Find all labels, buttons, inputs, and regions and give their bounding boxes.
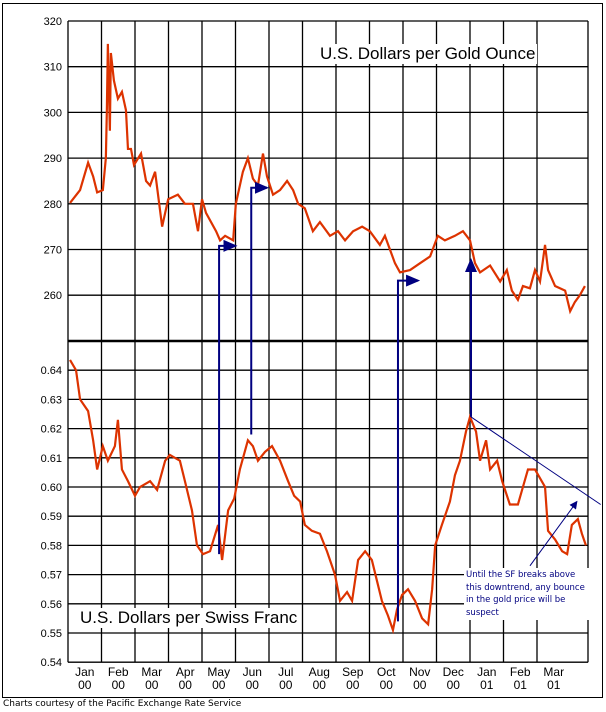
note-pointer-arrow — [529, 500, 578, 567]
x-tick-month: Apr — [176, 665, 195, 679]
x-tick-year: 00 — [145, 678, 159, 692]
y-tick-franc: 0.57 — [41, 570, 62, 582]
y-tick-gold: 280 — [44, 199, 62, 211]
x-tick-year: 00 — [78, 678, 92, 692]
y-tick-franc: 0.61 — [41, 453, 62, 465]
x-tick-year: 00 — [212, 678, 226, 692]
x-tick-month: Feb — [510, 665, 531, 679]
x-tick-month: Mar — [141, 665, 162, 679]
y-tick-franc: 0.58 — [41, 540, 62, 552]
x-tick-month: Jan — [75, 665, 94, 679]
y-tick-gold: 270 — [44, 245, 62, 257]
x-tick-year: 01 — [514, 678, 528, 692]
y-tick-franc: 0.64 — [41, 365, 62, 377]
x-tick-year: 01 — [480, 678, 494, 692]
signal-arrow-2 — [250, 181, 269, 435]
credit-text: Charts courtesy of the Pacific Exchange … — [3, 699, 242, 709]
gold-chart-title: U.S. Dollars per Gold Ounce — [318, 44, 538, 64]
x-tick-year: 00 — [112, 678, 126, 692]
x-tick-month: Oct — [377, 665, 396, 679]
annotation-note: Until the SF breaks above this downtrend… — [464, 568, 592, 620]
y-tick-franc: 0.62 — [41, 424, 62, 436]
x-tick-month: Sep — [342, 665, 364, 679]
signal-arrow-1 — [218, 239, 238, 555]
y-tick-franc: 0.55 — [41, 628, 62, 640]
y-tick-franc: 0.54 — [41, 657, 62, 669]
y-tick-gold: 310 — [44, 62, 62, 74]
chart-frame — [2, 3, 603, 698]
x-tick-year: 00 — [447, 678, 461, 692]
x-tick-month: Jul — [278, 665, 293, 679]
x-tick-month: Mar — [543, 665, 564, 679]
x-tick-year: 00 — [246, 678, 260, 692]
y-tick-gold: 260 — [44, 290, 62, 302]
y-tick-franc: 0.59 — [41, 511, 62, 523]
signal-arrow-3 — [396, 274, 421, 622]
downtrend-line — [470, 416, 601, 505]
y-tick-franc: 0.56 — [41, 599, 62, 611]
y-tick-gold: 320 — [44, 16, 62, 28]
swiss-franc-line — [69, 359, 587, 635]
y-tick-franc: 0.60 — [41, 482, 62, 494]
x-tick-month: Aug — [309, 665, 330, 679]
x-tick-year: 00 — [179, 678, 193, 692]
y-tick-gold: 290 — [44, 153, 62, 165]
y-tick-franc: 0.63 — [41, 394, 62, 406]
x-tick-month: Feb — [108, 665, 129, 679]
y-tick-gold: 300 — [44, 107, 62, 119]
gold-price-line — [69, 43, 586, 315]
x-tick-year: 00 — [313, 678, 327, 692]
franc-chart-title: U.S. Dollars per Swiss Franc — [78, 608, 300, 628]
x-tick-year: 00 — [279, 678, 293, 692]
x-tick-month: Nov — [409, 665, 430, 679]
x-tick-month: Jan — [477, 665, 496, 679]
x-tick-year: 00 — [380, 678, 394, 692]
x-tick-year: 00 — [346, 678, 360, 692]
x-tick-month: Jun — [243, 665, 262, 679]
x-tick-year: 01 — [547, 678, 561, 692]
x-tick-month: May — [207, 665, 230, 679]
x-tick-year: 00 — [413, 678, 427, 692]
x-tick-month: Dec — [443, 665, 464, 679]
